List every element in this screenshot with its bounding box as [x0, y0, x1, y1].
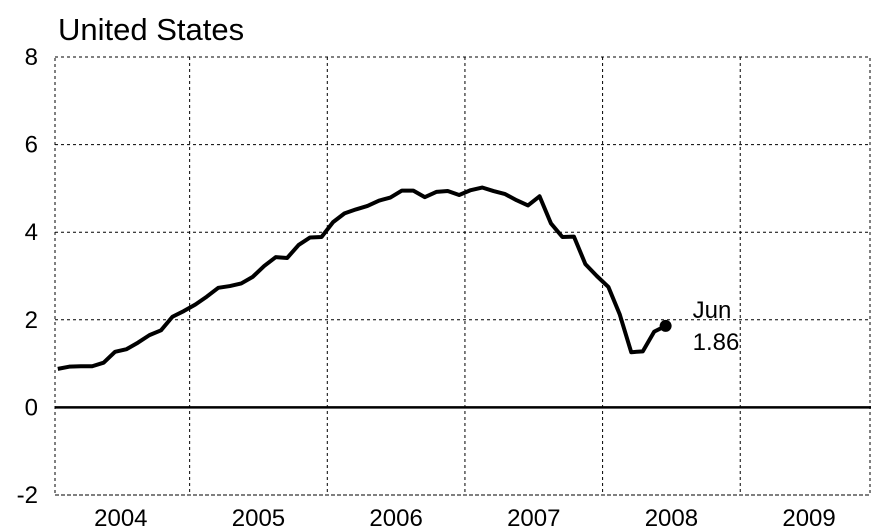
- x-tick-label: 2006: [369, 505, 422, 529]
- y-tick-label: -2: [17, 482, 38, 509]
- x-tick-label: 2009: [782, 505, 835, 529]
- y-tick-label: 6: [25, 132, 38, 159]
- last-point: [659, 319, 672, 332]
- annotation: Jun: [693, 297, 732, 324]
- x-tick-label: 2004: [94, 505, 147, 529]
- y-tick-label: 4: [25, 219, 38, 246]
- chart-title: United States: [58, 12, 244, 47]
- x-tick-label: 2005: [232, 505, 285, 529]
- value-label: 1.86: [693, 329, 740, 356]
- data-line: [57, 185, 667, 371]
- y-tick-label: 0: [25, 394, 38, 421]
- x-tick-label: 2007: [507, 505, 560, 529]
- plot-frame: [54, 56, 871, 496]
- y-tick-label: 8: [25, 44, 38, 71]
- x-tick-label: 2008: [645, 505, 698, 529]
- y-tick-label: 2: [25, 307, 38, 334]
